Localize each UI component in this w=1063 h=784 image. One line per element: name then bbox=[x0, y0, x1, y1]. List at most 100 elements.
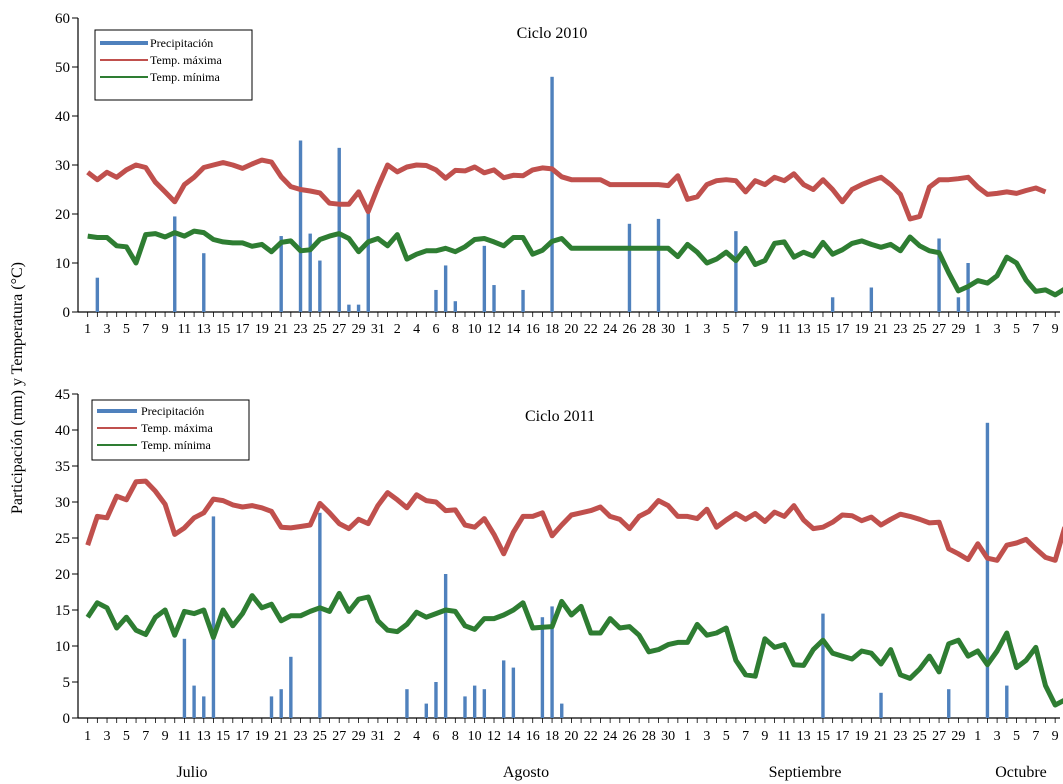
precip-bar bbox=[501, 660, 506, 718]
x-tick-label: 7 bbox=[742, 729, 749, 744]
y-axis-label: Participación (mm) y Temperatura (°C) bbox=[9, 262, 26, 514]
precip-bar bbox=[279, 689, 283, 718]
x-tick-label: 3 bbox=[104, 729, 111, 744]
y-tick-label: 20 bbox=[55, 567, 70, 583]
precip-bar bbox=[482, 245, 487, 312]
precip-bar bbox=[482, 689, 487, 718]
x-tick-label: 27 bbox=[332, 729, 346, 744]
precip-bar bbox=[947, 689, 951, 718]
y-axis: 0 10 20 30 40 50 60 bbox=[55, 11, 1060, 321]
precip-bar bbox=[308, 233, 312, 312]
month-label-octubre: Octubre bbox=[995, 764, 1047, 781]
tmin-line bbox=[85, 590, 1063, 708]
legend: Precipitación Temp. máxima Temp. mínima bbox=[94, 29, 253, 101]
x-tick-label: 23 bbox=[294, 322, 308, 337]
precip-bar bbox=[347, 304, 351, 312]
precip-bar bbox=[734, 231, 738, 312]
x-tick-label: 7 bbox=[742, 322, 749, 337]
x-tick-label: 13 bbox=[197, 322, 211, 337]
precip-bar bbox=[560, 703, 564, 718]
x-tick-label: 1 bbox=[684, 322, 691, 337]
x-tick-label: 9 bbox=[162, 322, 169, 337]
legend-box bbox=[91, 399, 250, 461]
x-tick-label: 1 bbox=[974, 729, 981, 744]
x-tick-labels: 1 3 5 7 9 11 13 15 17 19 21 23 25 27 29 31 2 4 6 8 10 12 14 16 1… bbox=[84, 322, 1058, 337]
precip-bar bbox=[211, 516, 216, 718]
x-tick-label: 23 bbox=[893, 729, 907, 744]
x-tick-label: 12 bbox=[487, 322, 501, 337]
precip-bar bbox=[656, 218, 661, 312]
y-tick-label: 10 bbox=[55, 639, 70, 655]
x-tick-label: 4 bbox=[413, 322, 420, 337]
x-tick-label: 17 bbox=[235, 729, 249, 744]
x-tick-label: 30 bbox=[661, 322, 675, 337]
x-tick-label: 21 bbox=[274, 322, 288, 337]
x-tick-label: 17 bbox=[835, 322, 849, 337]
x-tick-label: 5 bbox=[123, 729, 130, 744]
precip-bar bbox=[443, 265, 448, 312]
x-tick-label: 7 bbox=[142, 729, 149, 744]
x-tick-label: 29 bbox=[352, 322, 366, 337]
x-tick-label: 3 bbox=[104, 322, 111, 337]
precip-bar bbox=[279, 236, 283, 312]
precip-bar bbox=[202, 696, 206, 718]
precip-bar bbox=[443, 574, 448, 718]
x-tick-label: 19 bbox=[855, 322, 869, 337]
y-tick-label: 50 bbox=[55, 60, 70, 76]
precip-bar bbox=[985, 422, 990, 718]
x-tick-label: 10 bbox=[468, 729, 482, 744]
x-tick-label: 27 bbox=[932, 322, 946, 337]
x-tick-label: 5 bbox=[123, 322, 130, 337]
x-tick-label: 29 bbox=[951, 729, 965, 744]
x-tick-label: 29 bbox=[352, 729, 366, 744]
x-tick-label: 2 bbox=[394, 322, 401, 337]
precip-bar bbox=[550, 76, 554, 312]
month-label-agosto: Agosto bbox=[503, 764, 549, 781]
x-tick-label: 22 bbox=[584, 322, 598, 337]
legend-tmin: Temp. mínima bbox=[150, 70, 220, 84]
x-tick-label: 13 bbox=[197, 729, 211, 744]
x-tick-label: 26 bbox=[622, 322, 636, 337]
x-tick-label: 13 bbox=[797, 729, 811, 744]
month-label-septiembre: Septiembre bbox=[769, 764, 842, 781]
temp-lines bbox=[85, 478, 1063, 708]
x-tick-label: 15 bbox=[216, 729, 230, 744]
precip-bar bbox=[366, 211, 370, 312]
precip-bar bbox=[879, 692, 883, 718]
x-tick-label: 20 bbox=[564, 322, 578, 337]
x-tick-label: 17 bbox=[235, 322, 249, 337]
y-tick-label: 5 bbox=[63, 675, 71, 691]
x-tick-label: 11 bbox=[178, 729, 191, 744]
x-tick-label: 1 bbox=[84, 322, 91, 337]
x-tick-label: 31 bbox=[371, 322, 385, 337]
legend: Precipitación Temp. máxima Temp. mínima bbox=[91, 399, 250, 461]
y-tick-label: 10 bbox=[55, 256, 70, 272]
x-tick-label: 17 bbox=[835, 729, 849, 744]
precip-bar bbox=[269, 696, 274, 718]
precip-bars bbox=[182, 422, 1009, 718]
x-tick-label: 11 bbox=[178, 322, 191, 337]
x-tick-label: 18 bbox=[545, 322, 559, 337]
x-tick-label: 16 bbox=[526, 322, 540, 337]
y-axis: 0 5 10 15 20 25 30 35 40 45 bbox=[55, 387, 1060, 727]
x-tick-label: 9 bbox=[761, 729, 768, 744]
x-tick-label: 21 bbox=[874, 729, 888, 744]
x-tick-label: 25 bbox=[913, 322, 927, 337]
x-tick-label: 26 bbox=[622, 729, 636, 744]
x-tick-label: 3 bbox=[703, 729, 710, 744]
legend-tmin: Temp. mínima bbox=[141, 438, 211, 452]
x-tick-label: 24 bbox=[603, 729, 617, 744]
precip-bar bbox=[289, 656, 293, 718]
x-tick-label: 9 bbox=[761, 322, 768, 337]
x-tick-label: 25 bbox=[913, 729, 927, 744]
y-tick-label: 45 bbox=[55, 387, 70, 403]
x-tick-label: 1 bbox=[974, 322, 981, 337]
precip-bar bbox=[550, 606, 554, 718]
x-tick-labels: 1 3 5 7 9 11 13 15 17 19 21 23 25 27 29 31 2 4 6 8 10 12 14 16 1… bbox=[84, 729, 1058, 744]
x-tick-label: 21 bbox=[874, 322, 888, 337]
precip-bar bbox=[472, 685, 477, 718]
legend-precip: Precipitación bbox=[141, 404, 204, 418]
y-tick-label: 20 bbox=[55, 207, 70, 223]
x-tick-label: 31 bbox=[371, 729, 385, 744]
